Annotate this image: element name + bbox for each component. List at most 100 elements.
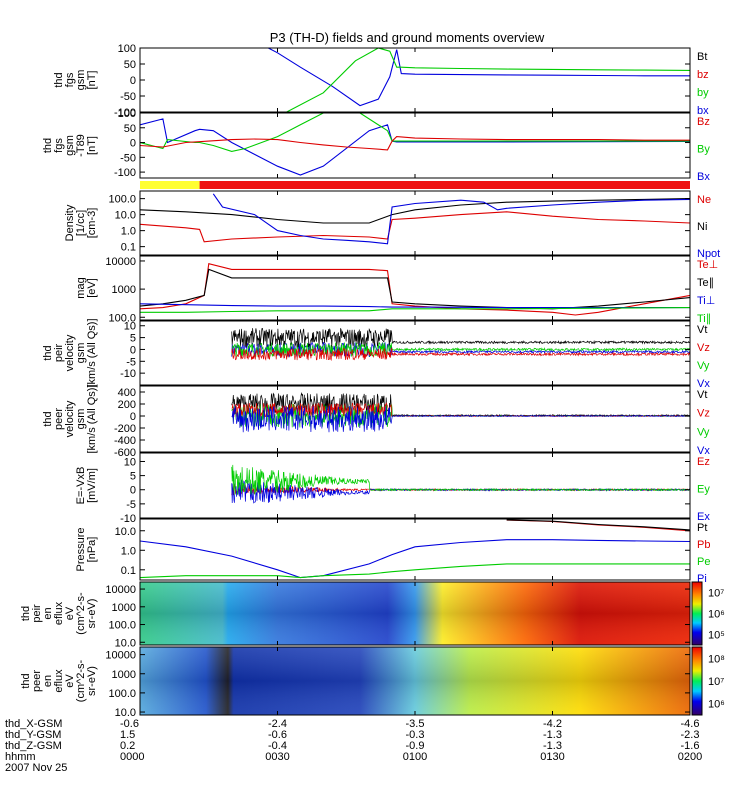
y-axis-label: thd peir velocity gsm [km/s (All Qs)]	[42, 318, 98, 387]
colorbar-gradient	[691, 581, 703, 646]
position-row-label: hhmm	[5, 751, 36, 763]
y-label-line: eV	[64, 606, 76, 620]
y-label-line: gsm	[75, 343, 87, 364]
legend-entry: Bz	[697, 116, 710, 128]
y-label-line: thd	[20, 606, 32, 621]
series-line	[140, 113, 690, 152]
y-label-line: gsm	[75, 70, 87, 91]
panel-frame	[139, 518, 691, 581]
position-row-value: 0000	[120, 751, 144, 763]
colorbar-tick-label: 10⁷	[708, 676, 724, 688]
position-row-value: -1.3	[543, 740, 562, 752]
y-tick-label: 0	[130, 411, 136, 423]
y-tick-label: 1000	[112, 669, 136, 681]
position-row-value: -3.5	[406, 718, 425, 730]
legend-entry: Ni	[697, 221, 707, 233]
legend-entry: Te⊥	[697, 259, 718, 271]
series-line	[140, 303, 690, 309]
series-noise	[231, 405, 690, 433]
y-tick-label: 0	[130, 138, 136, 150]
y-tick-label: 10	[124, 321, 136, 333]
y-label-line: thd	[42, 411, 54, 426]
y-label-line: peer	[53, 408, 65, 430]
panel-fgs-t89: -100 -50 0 50 100 thd fgs gsm -T89 [nT] Bz By Bx	[42, 108, 710, 183]
series-noise	[231, 391, 690, 417]
y-label-line: thd	[20, 673, 32, 688]
position-row-value: -0.9	[406, 740, 425, 752]
y-axis: 0.1 1.0 10.0 100.0	[108, 194, 690, 254]
y-label-line: peir	[53, 343, 65, 362]
series-noise	[231, 327, 690, 348]
y-axis: 10.0 100.0 1000 10000	[105, 584, 690, 649]
series-line	[212, 193, 690, 245]
panel-frame	[139, 47, 691, 113]
y-tick-label: -600	[114, 447, 136, 459]
y-label-line: mag	[75, 277, 87, 298]
y-label-line: velocity	[64, 334, 76, 371]
y-axis: 100.0 1000 10000	[105, 256, 690, 324]
y-tick-label: 100	[118, 108, 136, 120]
y-tick-label: 1000	[112, 284, 136, 296]
y-tick-label: 10.0	[115, 637, 136, 649]
plot-area	[140, 193, 690, 245]
legend-entry: Ne	[697, 194, 711, 206]
y-label-line: peir	[31, 604, 43, 623]
colorbar-tick-label: 10⁷	[708, 588, 724, 600]
series-line	[140, 118, 690, 176]
y-tick-label: 10000	[105, 256, 136, 268]
y-tick-label: -5	[126, 499, 136, 511]
date-label: 2007 Nov 25	[5, 762, 67, 774]
panel-fgs: -100 -50 0 50 100 thd fgs gsm [nT] Bt bz by bx	[53, 43, 709, 119]
y-tick-label: -400	[114, 435, 136, 447]
y-label-line: velocity	[64, 400, 76, 437]
panel-peer-spec: 10⁶ 10⁷ 10⁸ 10.0 100.0 1000 10000 thd peer en eflu…	[20, 646, 725, 719]
panel-frame	[139, 112, 691, 179]
y-label-line: gsm	[64, 135, 76, 156]
y-tick-label: 1000	[112, 602, 136, 614]
panel-frame	[139, 452, 691, 519]
panel-frame	[139, 190, 691, 256]
y-label-line: en	[42, 675, 54, 687]
y-label-line: fgs	[64, 72, 76, 87]
y-label-line: thd	[42, 345, 54, 360]
series-line	[506, 519, 690, 532]
y-label-line: en	[42, 607, 54, 619]
panel-peir-spec: 10⁵ 10⁶ 10⁷ 10.0 100.0 1000 10000 thd peir en eflu…	[20, 581, 725, 649]
y-tick-label: 100	[118, 43, 136, 55]
y-label-line: eflux	[53, 669, 65, 693]
panel-mode-bar	[140, 181, 691, 189]
position-row-value: -2.4	[268, 718, 287, 730]
y-axis: 0.1 1.0 10.0	[115, 526, 690, 577]
y-tick-label: 50	[124, 59, 136, 71]
y-tick-label: -100	[114, 107, 136, 119]
legend-entry: Bt	[697, 51, 707, 63]
y-label-line: [1/cc]	[75, 210, 87, 236]
position-row-label: thd_X-GSM	[5, 718, 62, 730]
y-tick-label: -200	[114, 423, 136, 435]
legend-entry: Vz	[697, 342, 710, 354]
legend-entry: Ez	[697, 456, 710, 468]
legend: Te⊥ Te∥ Ti⊥ Ti∥	[697, 259, 718, 325]
panel-frame	[139, 385, 691, 453]
legend-entry: Npot	[697, 248, 720, 260]
y-tick-label: -100	[114, 167, 136, 179]
legend-entry: Pi	[697, 573, 707, 585]
colorbar-tick-label: 10⁸	[708, 653, 725, 665]
plot-area	[140, 113, 690, 176]
y-label-line: gsm	[75, 409, 87, 430]
series-line	[268, 48, 690, 107]
y-tick-label: 10.0	[115, 707, 136, 719]
y-tick-label: 100.0	[108, 312, 136, 324]
y-axis-label: Pressure [nPa]	[75, 527, 98, 571]
series-line	[140, 211, 690, 243]
y-tick-label: 0	[130, 344, 136, 356]
legend: Vt Vz Vy Vx	[697, 389, 710, 457]
panel-pressure: 0.1 1.0 10.0 Pressure [nPa] Pt Pb Pe Pi	[75, 518, 710, 585]
y-axis: -100 -50 0 50 100	[114, 43, 690, 119]
